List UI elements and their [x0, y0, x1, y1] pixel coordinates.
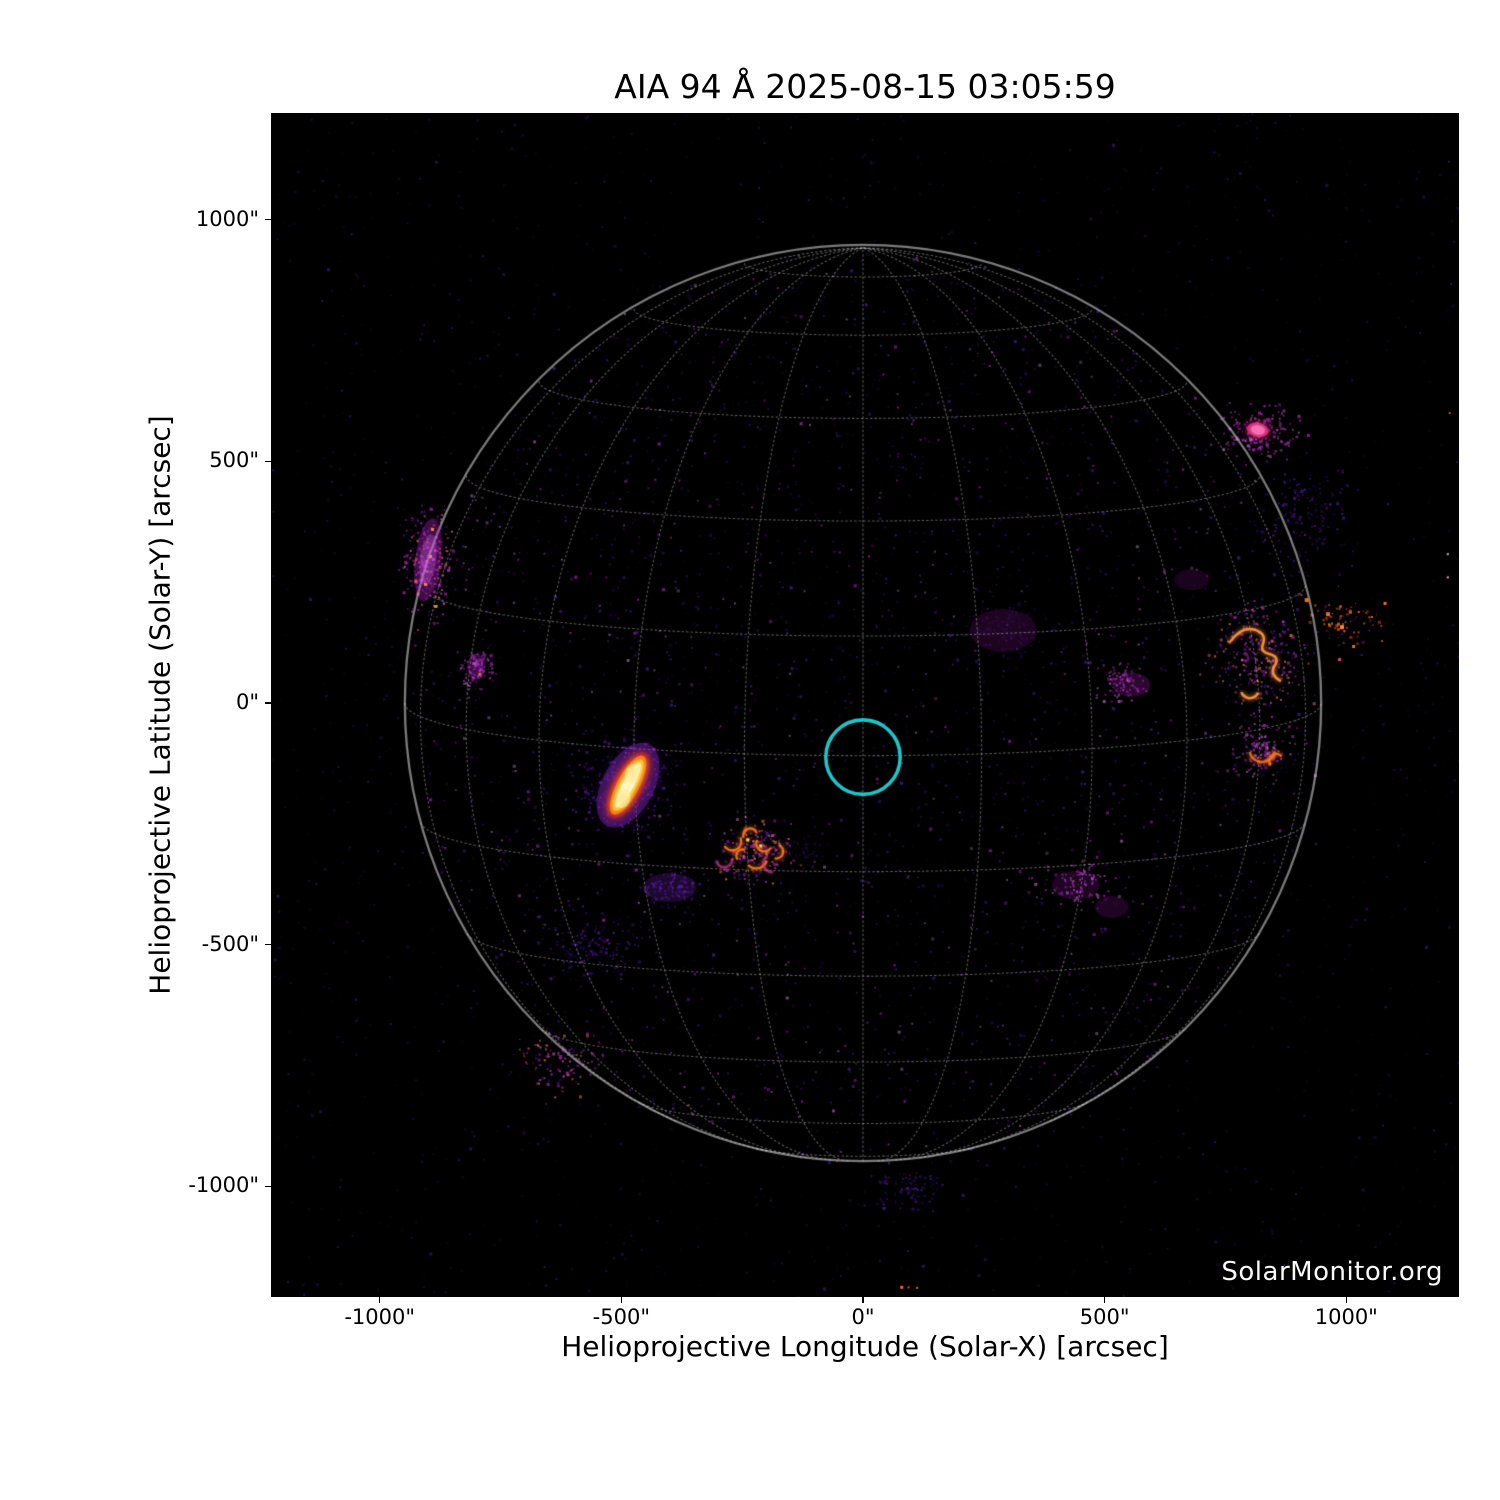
- x-tick-mark: [862, 1297, 864, 1303]
- y-tick-label: -500": [201, 931, 259, 956]
- x-tick-label: 1000": [1314, 1305, 1378, 1329]
- y-tick-label: 0": [235, 690, 259, 714]
- y-tick-mark: [265, 702, 271, 704]
- x-axis-label: Helioprojective Longitude (Solar-X) [arc…: [561, 1330, 1169, 1363]
- x-tick-mark: [620, 1297, 623, 1303]
- x-tick-mark: [378, 1297, 381, 1303]
- y-tick-mark: [265, 943, 271, 946]
- x-tick-label: -500": [592, 1305, 651, 1329]
- x-tick-label: 500": [1079, 1305, 1130, 1329]
- y-tick-label: 1000": [195, 206, 259, 231]
- plot-area: SolarMonitor.org: [271, 113, 1459, 1297]
- x-tick-mark: [1345, 1297, 1348, 1303]
- plot-title: AIA 94 Å 2025-08-15 03:05:59: [614, 67, 1116, 106]
- y-tick-mark: [265, 218, 271, 221]
- watermark-text: SolarMonitor.org: [1221, 1257, 1443, 1287]
- y-tick-mark: [265, 460, 271, 463]
- solar-image-canvas: [271, 113, 1459, 1297]
- x-tick-mark: [1103, 1297, 1106, 1303]
- y-tick-mark: [265, 1185, 271, 1188]
- y-tick-label: 500": [209, 448, 259, 473]
- y-tick-label: -1000": [188, 1173, 259, 1198]
- x-tick-label: 0": [851, 1305, 875, 1329]
- x-tick-label: -1000": [344, 1305, 416, 1329]
